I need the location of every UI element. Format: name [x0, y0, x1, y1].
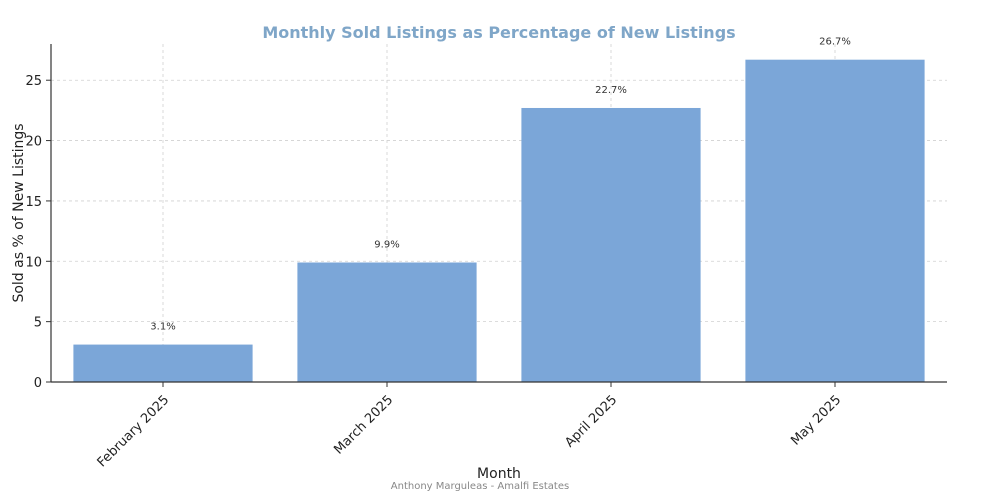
x-tick-label-3: April 2025: [562, 393, 620, 451]
x-tick-label-2: March 2025: [331, 393, 396, 458]
bar-1: [73, 344, 253, 382]
bars: [73, 59, 925, 382]
data-label-3: 22.7%: [595, 85, 627, 96]
bar-3: [521, 107, 701, 382]
bar-4: [745, 59, 925, 382]
y-tick-label: 20: [25, 135, 42, 150]
y-axis-label: Sold as % of New Listings: [11, 123, 27, 302]
y-tick-label: 15: [25, 195, 42, 210]
y-tick-label: 5: [34, 316, 42, 331]
x-tick-label-4: May 2025: [788, 393, 844, 449]
data-label-1: 3.1%: [150, 322, 175, 333]
bar-2: [297, 262, 477, 382]
data-label-2: 9.9%: [374, 239, 399, 250]
footer-credit: Anthony Marguleas - Amalfi Estates: [391, 481, 569, 492]
chart-title: Monthly Sold Listings as Percentage of N…: [262, 23, 735, 42]
y-tick-label: 10: [25, 255, 42, 270]
y-tick-label: 0: [34, 376, 42, 391]
data-labels: 3.1% 9.9% 22.7% 26.7%: [150, 37, 851, 333]
y-tick-label: 25: [25, 74, 42, 89]
data-label-4: 26.7%: [819, 37, 851, 48]
x-tick-label-1: February 2025: [95, 393, 173, 471]
x-axis-label: Month: [477, 466, 521, 482]
